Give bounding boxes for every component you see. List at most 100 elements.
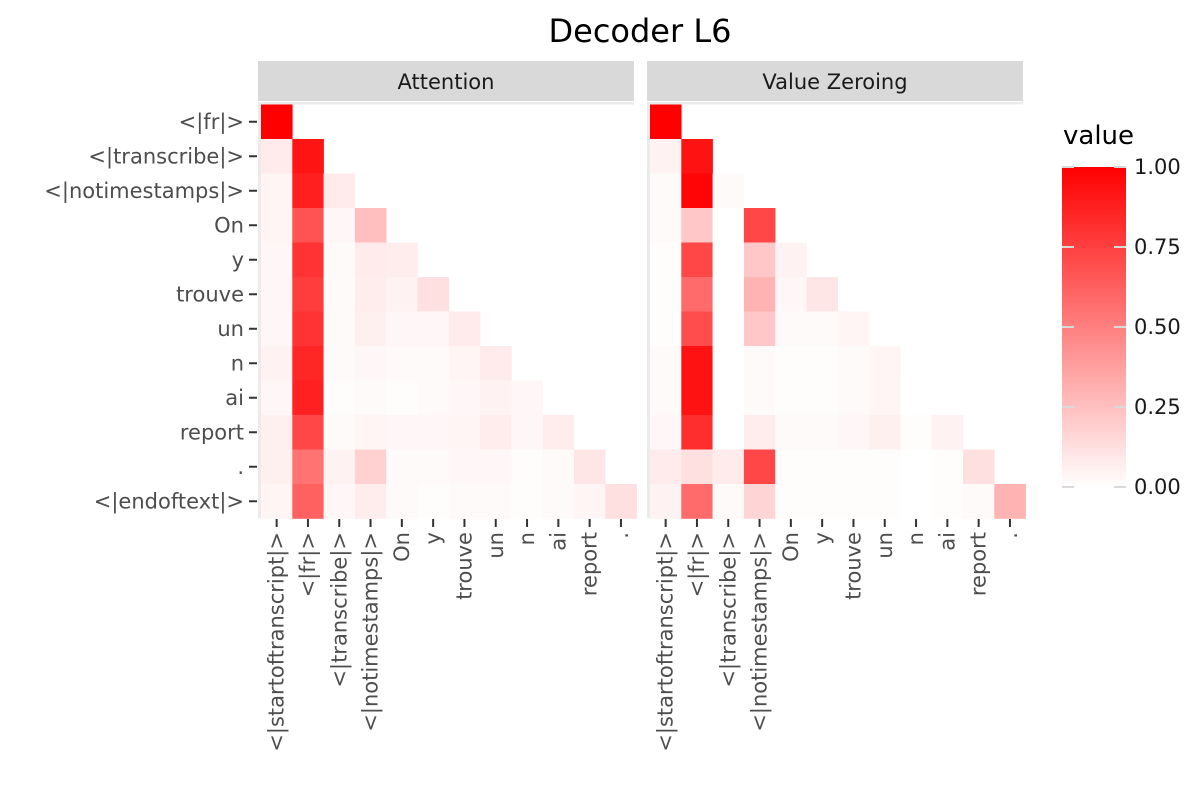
heatmap-cell <box>323 311 356 347</box>
heatmap-cell <box>712 311 745 347</box>
y-tick-label: un <box>217 317 244 341</box>
heatmap-cell <box>542 449 575 485</box>
y-tick-label: y <box>232 248 244 272</box>
heatmap-cell <box>681 242 713 278</box>
x-tick-label: trouve <box>452 532 476 600</box>
heatmap-cell <box>650 346 682 381</box>
heatmap-cell <box>261 415 293 450</box>
heatmap-cell <box>292 277 324 312</box>
x-tick-label: y <box>421 532 445 544</box>
heatmap-cell <box>712 173 745 209</box>
heatmap-cell <box>386 346 418 381</box>
heatmap-cell <box>681 173 713 209</box>
heatmap-cell <box>480 415 512 450</box>
x-tick-label: n <box>904 532 928 545</box>
heatmap-cell <box>650 277 682 312</box>
x-tick-label: ai <box>546 532 570 551</box>
y-axis: <|fr|> <|transcribe|> <|notimestamps|> On yt… <box>44 110 257 514</box>
heatmap-cell <box>480 484 512 519</box>
heatmap-cell <box>480 449 512 485</box>
heatmap-cell <box>261 380 293 416</box>
heatmap-cell <box>448 415 481 450</box>
heatmap-cell <box>292 380 324 416</box>
heatmap-cell <box>681 277 713 312</box>
heatmap-cell <box>354 415 387 450</box>
heatmap-cell <box>712 346 745 381</box>
y-tick-label: n <box>231 351 244 375</box>
heatmap-cell <box>323 415 356 450</box>
x-tick-label: y <box>810 532 834 544</box>
y-tick-label: On <box>214 213 244 237</box>
heatmap-cell <box>417 311 450 347</box>
y-tick-label: ai <box>225 386 244 410</box>
legend-ticks: 1.00 0.75 0.50 0.25 0.00 <box>1062 155 1181 499</box>
heatmap-cell <box>650 208 682 243</box>
heatmap-cell <box>681 139 713 174</box>
x-tick-label: <|notimestamps|> <box>359 532 384 732</box>
heatmap-cell <box>963 449 995 485</box>
x-tick-label: On <box>779 532 803 562</box>
heatmap-cell <box>323 242 356 278</box>
heatmap-cell <box>681 311 713 347</box>
heatmap-cell <box>511 380 543 416</box>
heatmap-cell <box>386 415 418 450</box>
heatmap-cell <box>743 449 776 485</box>
heatmap-cell <box>869 449 901 485</box>
heatmap-cell <box>712 415 745 450</box>
heatmap-cell <box>712 449 745 485</box>
heatmap-cell <box>775 311 807 347</box>
x-tick-label: ai <box>935 532 959 551</box>
heatmap-cell <box>712 380 745 416</box>
heatmap-cell <box>386 380 418 416</box>
heatmap-cell <box>480 380 512 416</box>
heatmap-cell <box>323 208 356 243</box>
heatmap-cell <box>650 242 682 278</box>
heatmap-cell <box>261 346 293 381</box>
heatmap-cell <box>743 311 776 347</box>
x-tick-label: . <box>609 532 633 539</box>
heatmap-cell <box>743 208 776 243</box>
x-tick-label: <|fr|> <box>685 532 710 597</box>
heatmap-cell <box>417 415 450 450</box>
heatmap-cell <box>743 484 776 519</box>
heatmap-cell <box>837 415 870 450</box>
x-tick-label: un <box>484 532 508 559</box>
x-tick-label: n <box>515 532 539 545</box>
heatmap-cell <box>650 173 682 209</box>
heatmap-cell <box>743 380 776 416</box>
heatmap-cell <box>354 311 387 347</box>
heatmap-cell <box>743 242 776 278</box>
facet-label-value-zeroing: Value Zeroing <box>762 70 907 94</box>
heatmap-cell <box>261 139 293 174</box>
heatmap-cell <box>417 449 450 485</box>
heatmap-cell <box>292 173 324 209</box>
heatmap-cell <box>775 380 807 416</box>
heatmap-cell <box>743 415 776 450</box>
y-tick-label: <|transcribe|> <box>88 144 244 169</box>
heatmap-cell <box>292 346 324 381</box>
heatmap-cell <box>354 484 387 519</box>
facet-label-attention: Attention <box>398 70 495 94</box>
heatmap-cell <box>963 484 995 519</box>
heatmap-cell <box>354 277 387 312</box>
heatmap-cell <box>869 415 901 450</box>
heatmap-cell <box>650 104 682 140</box>
heatmap-cell <box>292 484 324 519</box>
heatmap-cell <box>323 277 356 312</box>
heatmap-cell <box>837 484 870 519</box>
x-tick-label: <|transcribe|> <box>327 532 352 688</box>
heatmap-cell <box>354 208 387 243</box>
heatmap-cell <box>261 449 293 485</box>
heatmap-cell <box>574 449 606 485</box>
heatmap-cell <box>806 380 839 416</box>
heatmap-cell <box>292 208 324 243</box>
heatmap-cell <box>806 346 839 381</box>
heatmap-cell <box>448 346 481 381</box>
heatmap-cell <box>448 449 481 485</box>
x-tick-label: trouve <box>841 532 865 600</box>
heatmap-cell <box>605 484 637 519</box>
heatmap-cell <box>354 346 387 381</box>
heatmap-cell <box>775 484 807 519</box>
heatmap-cell <box>775 277 807 312</box>
heatmap-cell <box>292 242 324 278</box>
